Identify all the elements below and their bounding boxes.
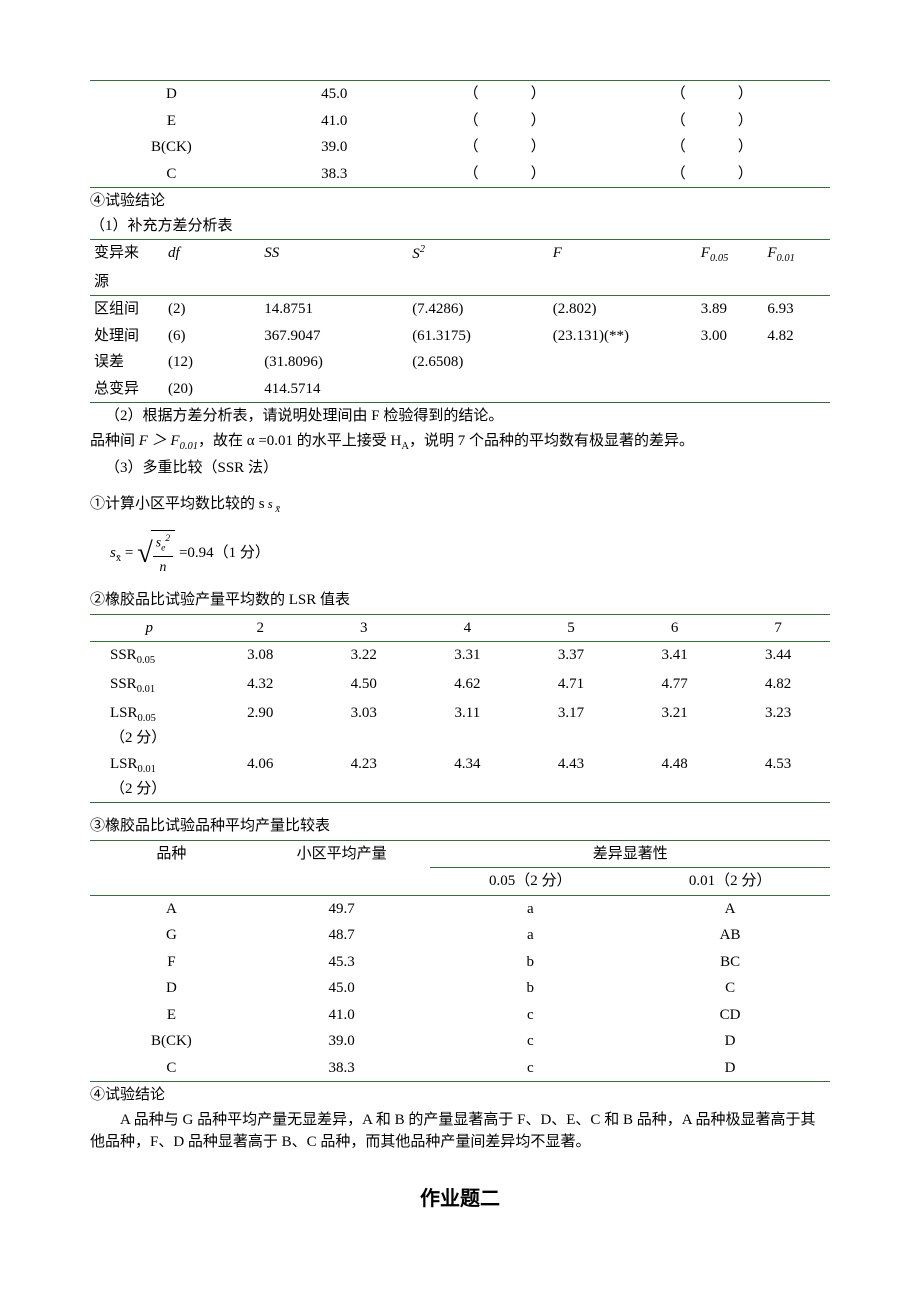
anova-head-source-b: 源 [90,269,164,296]
table-row: LSR0.05（2 分）2.903.033.113.173.213.23 [90,700,830,751]
table-row: D45.0bC [90,975,830,1002]
table-row: B(CK)39.0（）（） [90,134,830,161]
comp-sub-05: 0.05（2 分） [430,868,630,896]
table-row: E41.0（）（） [90,108,830,135]
lsr-head-col: 7 [726,614,830,642]
table-row: 总变异(20)414.5714 [90,376,830,403]
anova-table: 变异来 df SS S2 F F0.05 F0.01 源 区组间(2)14.87… [90,239,830,403]
anova-head-f01: F0.01 [763,240,830,269]
table-row: E41.0cCD [90,1002,830,1029]
table-row: 误差(12)(31.8096)(2.6508) [90,349,830,376]
conclusion-label-1: ④试验结论 [90,190,830,213]
anova-head-ss: SS [260,240,408,269]
anova-head-f: F [549,240,697,269]
comp-h-mean: 小区平均产量 [253,840,431,868]
lsr-head-col: 2 [208,614,312,642]
table-row: G48.7aAB [90,922,830,949]
lsr-head-col: 4 [416,614,520,642]
final-body: A 品种与 G 品种平均产量无显差异，A 和 B 的产量显著高于 F、D、E、C… [90,1109,830,1154]
calc-sx-line: ①计算小区平均数比较的 s s x̄ [90,493,830,518]
table-row: C38.3（）（） [90,161,830,188]
f-test-line: （2）根据方差分析表，请说明处理间由 F 检验得到的结论。 [90,405,830,428]
final-conclusion-label: ④试验结论 [90,1084,830,1107]
table-row: 区组间(2)14.8751(7.4286)(2.802)3.896.93 [90,296,830,323]
anova-head-df: df [164,240,260,269]
lsr-head-p: p [90,614,208,642]
comp-h-sig: 差异显著性 [430,840,830,868]
table-row: D45.0（）（） [90,81,830,108]
table-row: B(CK)39.0cD [90,1028,830,1055]
f-test-body: 品种间 F ＞ F0.01，故在 α =0.01 的水平上接受 HA，说明 7 … [90,430,830,455]
lsr-head-col: 6 [623,614,727,642]
table-row: SSR0.014.324.504.624.714.774.82 [90,671,830,700]
lsr-title: ②橡胶品比试验产量平均数的 LSR 值表 [90,589,830,612]
anova-title: （1）补充方差分析表 [90,215,830,238]
comp-h-variety: 品种 [90,840,253,868]
table-row: A49.7aA [90,895,830,922]
table-row: 处理间(6)367.9047(61.3175)(23.131)(**)3.004… [90,323,830,350]
table-row: F45.3bBC [90,949,830,976]
ssr-title: （3）多重比较（SSR 法） [90,457,830,480]
partial-table: D45.0（）（）E41.0（）（）B(CK)39.0（）（）C38.3（）（） [90,80,830,188]
lsr-table: p234567 SSR0.053.083.223.313.373.413.44S… [90,614,830,804]
anova-head-f05: F0.05 [697,240,764,269]
homework-title: 作业题二 [90,1184,830,1214]
lsr-head-col: 3 [312,614,416,642]
comp-title: ③橡胶品比试验品种平均产量比较表 [90,815,830,838]
lsr-head-col: 5 [519,614,623,642]
anova-head-s2: S2 [408,240,549,269]
table-row: LSR0.01（2 分）4.064.234.344.434.484.53 [90,751,830,803]
comparison-table: 品种 小区平均产量 差异显著性 0.05（2 分） 0.01（2 分） A49.… [90,840,830,1083]
formula: sx̄ = √se2n =0.94（1 分） [90,520,830,588]
table-row: SSR0.053.083.223.313.373.413.44 [90,642,830,671]
comp-sub-01: 0.01（2 分） [630,868,830,896]
table-row: C38.3cD [90,1055,830,1082]
anova-head-source: 变异来 [90,240,164,269]
